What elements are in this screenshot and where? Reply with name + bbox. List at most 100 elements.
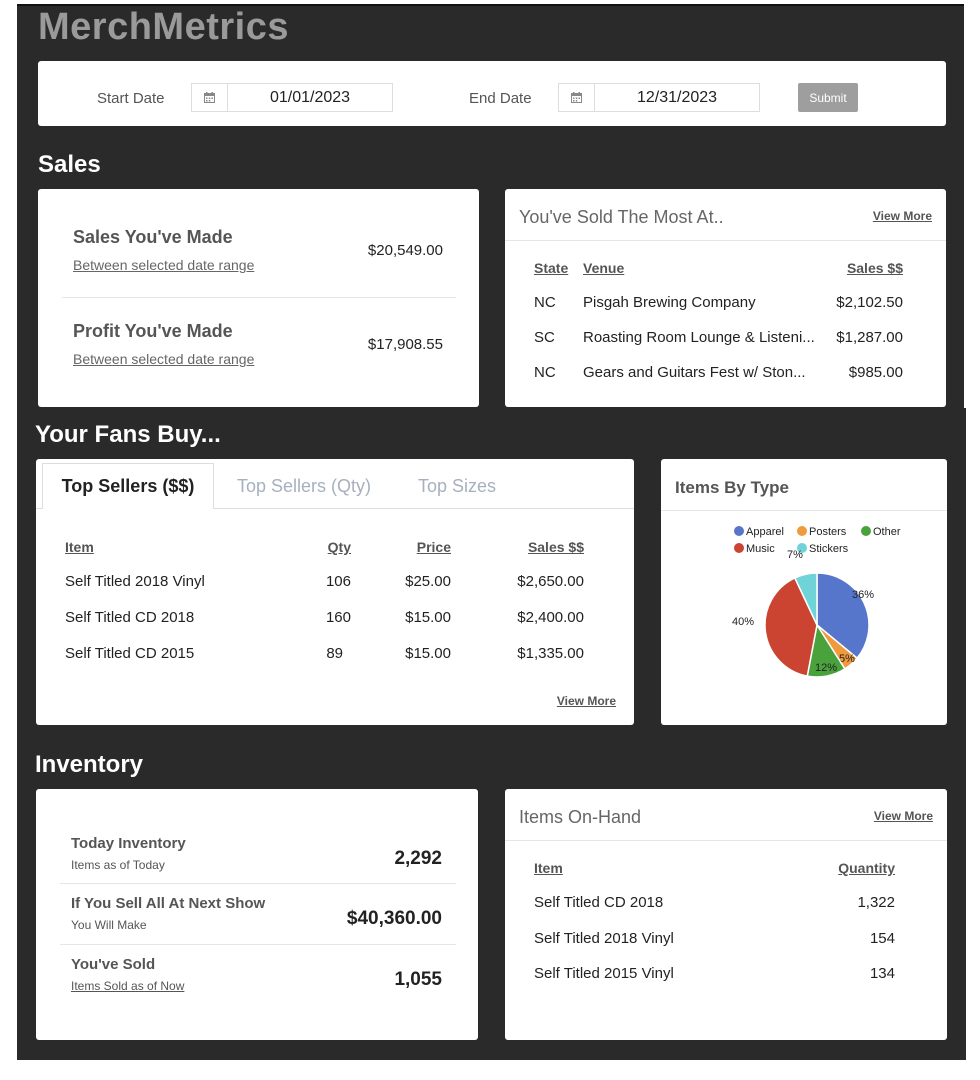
legend-swatch-other <box>861 526 871 536</box>
inventory-summary-card: Today Inventory Items as of Today 2,292 … <box>36 789 478 1040</box>
next-show-value: $40,360.00 <box>346 908 442 929</box>
tab-top-sellers-qty[interactable]: Top Sellers (Qty) <box>237 476 372 496</box>
legend-label-stickers[interactable]: Stickers <box>809 543 849 555</box>
header-state[interactable]: State <box>534 260 569 276</box>
pie-slice-apparel[interactable] <box>816 572 870 660</box>
items-on-hand-title: Items On-Hand <box>519 807 642 827</box>
sold-most-view-more-link[interactable]: View More <box>872 209 932 223</box>
header-price[interactable]: Price <box>416 539 451 555</box>
row-quantity: 154 <box>869 930 895 947</box>
row-qty: 106 <box>325 573 351 590</box>
legend-swatch-music <box>734 543 744 553</box>
fans-section-title: Your Fans Buy... <box>35 421 221 448</box>
profit-made-title: Profit You've Made <box>73 321 233 341</box>
row-state: NC <box>534 364 556 381</box>
row-item: Self Titled 2015 Vinyl <box>534 965 674 982</box>
start-date-input[interactable]: 01/01/2023 <box>269 88 351 106</box>
row-sales: $2,102.50 <box>836 294 903 311</box>
tab-bar-divider <box>36 508 634 509</box>
row-quantity: 1,322 <box>857 894 895 911</box>
calendar-icon[interactable] <box>192 84 228 111</box>
legend-label-music[interactable]: Music <box>746 543 775 555</box>
today-inventory-title: Today Inventory <box>71 835 186 852</box>
row-qty: 160 <box>325 609 351 626</box>
start-date-label: Start Date <box>97 90 165 107</box>
sales-made-subtitle[interactable]: Between selected date range <box>73 257 255 273</box>
top-sellers-view-more-link[interactable]: View More <box>556 694 616 708</box>
legend-swatch-posters <box>797 526 807 536</box>
profit-made-value: $17,908.55 <box>367 336 443 353</box>
divider <box>60 883 456 884</box>
tab-top-sizes[interactable]: Top Sizes <box>418 476 497 496</box>
row-sales: $985.00 <box>848 364 903 381</box>
submit-button[interactable]: Submit <box>798 83 858 112</box>
row-item: Self Titled 2018 Vinyl <box>65 573 205 590</box>
header-quantity[interactable]: Quantity <box>838 860 895 876</box>
row-price: $15.00 <box>405 609 451 626</box>
today-inventory-subtitle: Items as of Today <box>71 858 165 872</box>
header-sales[interactable]: Sales $$ <box>846 260 903 276</box>
start-date-field[interactable]: 01/01/2023 <box>191 83 393 112</box>
row-price: $25.00 <box>405 573 451 590</box>
end-date-label: End Date <box>469 90 532 107</box>
row-item: Self Titled CD 2015 <box>65 645 195 662</box>
inventory-section-title: Inventory <box>35 751 144 778</box>
items-by-type-pie-chart: Apparel Posters Other Music Stickers 36% 5%12%… <box>732 526 901 678</box>
legend-label-posters[interactable]: Posters <box>809 526 847 538</box>
row-venue: Roasting Room Lounge & Listeni... <box>583 329 815 346</box>
divider <box>661 510 947 511</box>
today-inventory-value: 2,292 <box>394 848 442 869</box>
row-venue: Pisgah Brewing Company <box>583 294 756 311</box>
header-qty[interactable]: Qty <box>327 539 351 555</box>
pie-label-music: 40% <box>732 616 754 628</box>
divider <box>60 944 456 945</box>
next-show-subtitle: You Will Make <box>71 918 147 932</box>
divider <box>62 297 456 298</box>
sales-made-title: Sales You've Made <box>73 227 233 247</box>
row-sales: $1,287.00 <box>836 329 903 346</box>
pie-slice-music[interactable] <box>764 576 818 677</box>
sales-made-value: $20,549.00 <box>367 242 443 259</box>
next-show-title: If You Sell All At Next Show <box>71 895 266 912</box>
calendar-icon[interactable] <box>559 84 595 111</box>
items-by-type-title: Items By Type <box>675 478 790 497</box>
legend-label-apparel[interactable]: Apparel <box>746 526 784 538</box>
row-sales: $2,400.00 <box>517 609 584 626</box>
profit-made-subtitle[interactable]: Between selected date range <box>73 351 255 367</box>
sold-value: 1,055 <box>394 969 442 990</box>
legend-swatch-stickers <box>797 543 807 553</box>
row-sales: $2,650.00 <box>517 573 584 590</box>
items-by-type-card: Items By Type Apparel Posters Other Music St… <box>661 459 947 725</box>
header-item[interactable]: Item <box>65 539 94 555</box>
sold-most-card: You've Sold The Most At.. View More Stat… <box>505 189 946 407</box>
sold-most-title: You've Sold The Most At.. <box>519 207 724 227</box>
legend-label-other[interactable]: Other <box>873 526 901 538</box>
pie-label-other: 12% <box>815 662 837 674</box>
divider <box>505 840 947 841</box>
end-date-input[interactable]: 12/31/2023 <box>636 88 718 106</box>
sales-summary-card: Sales You've Made Between selected date … <box>38 189 479 407</box>
header-venue[interactable]: Venue <box>583 260 625 276</box>
end-date-field[interactable]: 12/31/2023 <box>558 83 760 112</box>
on-hand-view-more-link[interactable]: View More <box>873 809 933 823</box>
row-item: Self Titled 2018 Vinyl <box>534 930 674 947</box>
row-sales: $1,335.00 <box>517 645 584 662</box>
items-on-hand-card: Items On-Hand View More Item Quantity Se… <box>505 789 947 1040</box>
tab-top-sellers-dollars[interactable]: Top Sellers ($$) <box>42 463 214 509</box>
row-venue: Gears and Guitars Fest w/ Ston... <box>583 364 806 381</box>
sold-title: You've Sold <box>71 956 156 973</box>
row-quantity: 134 <box>869 965 895 982</box>
header-item[interactable]: Item <box>534 860 563 876</box>
pie-slice-stickers[interactable] <box>793 572 818 626</box>
app-title: MerchMetrics <box>38 6 289 48</box>
divider <box>505 240 946 241</box>
row-price: $15.00 <box>405 645 451 662</box>
sold-subtitle[interactable]: Items Sold as of Now <box>71 979 185 993</box>
top-sellers-card: Top Sellers ($$) Top Sellers (Qty) Top S… <box>36 459 634 725</box>
header-sales[interactable]: Sales $$ <box>527 539 584 555</box>
date-filter-bar: Start Date 01/01/2023 End Date 12/31/202… <box>38 61 946 126</box>
row-item: Self Titled CD 2018 <box>534 894 664 911</box>
pie-label-apparel: 36% <box>852 589 874 601</box>
pie-label-posters: 5% <box>839 653 855 665</box>
row-state: NC <box>534 294 556 311</box>
